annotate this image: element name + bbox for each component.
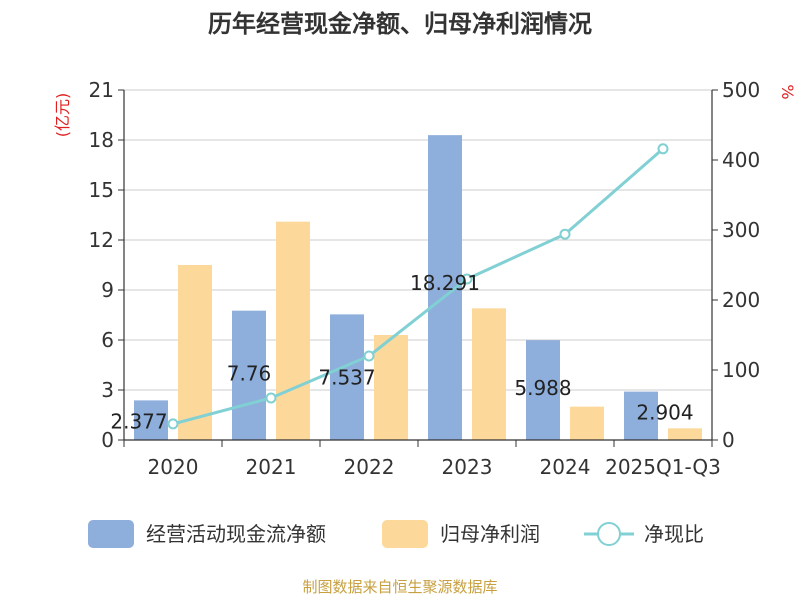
left-axis-unit: (亿元) (53, 93, 72, 138)
left-tick-label: 0 (101, 428, 114, 452)
left-tick-label: 18 (89, 128, 114, 152)
bar-net-profit (178, 265, 212, 440)
right-tick-label: 300 (722, 218, 760, 242)
bar-cashflow (526, 340, 560, 440)
bar-cashflow (330, 314, 364, 440)
ratio-point (461, 273, 473, 285)
right-tick-label: 500 (722, 78, 760, 102)
left-tick-label: 6 (101, 328, 114, 352)
cashflow-data-label: 7.76 (227, 362, 272, 386)
legend-ratio-marker (597, 522, 621, 546)
left-tick-label: 15 (89, 178, 114, 202)
x-tick-label: 2022 (344, 455, 395, 479)
legend: 经营活动现金流净额 归母净利润 净现比 (88, 520, 704, 548)
left-tick-label: 21 (89, 78, 114, 102)
x-tick-label: 2024 (540, 455, 591, 479)
legend-ratio-label: 净现比 (644, 522, 704, 546)
legend-net-profit-label: 归母净利润 (440, 522, 540, 546)
bar-net-profit (276, 221, 310, 440)
bar-cashflow (134, 400, 168, 440)
ratio-point (559, 228, 571, 240)
bar-cashflow (232, 310, 266, 440)
bar-net-profit (668, 428, 702, 440)
gridlines (124, 89, 712, 391)
chart-title: 历年经营现金净额、归母净利润情况 (208, 10, 592, 38)
ratio-line (167, 143, 669, 430)
ratio-point (265, 392, 277, 404)
cashflow-data-label: 18.291 (410, 271, 480, 295)
axes: 0 3 6 9 12 15 18 21 0 100 200 300 400 500 2020 2021 2022… (89, 78, 761, 479)
cashflow-data-label: 2.377 (110, 409, 167, 433)
source-note: 制图数据来自恒生聚源数据库 (302, 578, 497, 596)
right-tick-label: 200 (722, 288, 760, 312)
right-tick-label: 400 (722, 148, 760, 172)
cashflow-data-label: 2.904 (636, 401, 693, 425)
left-tick-label: 12 (89, 228, 114, 252)
cashflow-data-label: 7.537 (318, 365, 375, 389)
x-tick-label: 2023 (442, 455, 493, 479)
ratio-point (363, 350, 375, 362)
bar-net-profit (472, 308, 506, 440)
right-axis-unit: % (778, 84, 797, 99)
bar-net-profit (374, 335, 408, 440)
x-tick-label: 2021 (246, 455, 297, 479)
bar-cashflow (624, 391, 658, 440)
legend-net-profit-swatch (382, 520, 428, 548)
ratio-line-path (172, 147, 664, 426)
data-labels: 2.377 7.76 7.537 18.291 5.988 2.904 (110, 271, 693, 433)
legend-cashflow-label: 经营活动现金流净额 (146, 522, 326, 546)
cashflow-data-label: 5.988 (514, 376, 571, 400)
ratio-point (657, 143, 669, 155)
x-tick-label: 2020 (148, 455, 199, 479)
bar-net-profit (570, 406, 604, 440)
bars (134, 135, 702, 440)
right-tick-label: 0 (722, 428, 735, 452)
left-tick-label: 9 (101, 278, 114, 302)
ratio-point (167, 418, 179, 430)
legend-cashflow-swatch (88, 520, 134, 548)
right-tick-label: 100 (722, 358, 760, 382)
x-tick-label: 2025Q1-Q3 (605, 455, 721, 479)
left-tick-label: 3 (101, 378, 114, 402)
